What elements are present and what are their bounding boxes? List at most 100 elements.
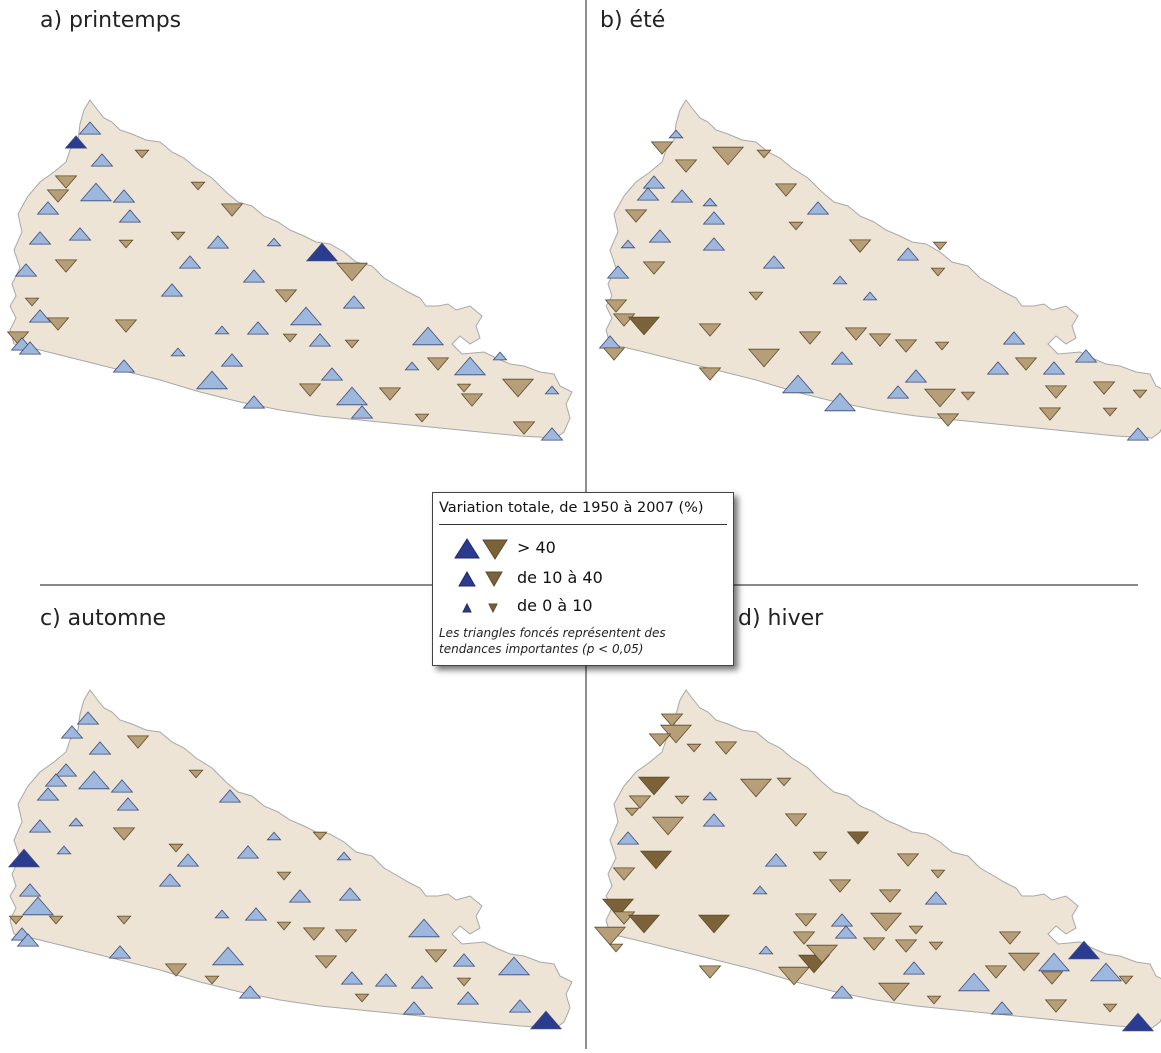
maps <box>6 99 1161 1032</box>
landmass-c <box>9 689 573 1029</box>
decrease-marker <box>1118 975 1134 985</box>
decrease-marker <box>928 941 944 951</box>
decrease-marker <box>788 221 804 231</box>
increase-marker <box>781 374 815 394</box>
increase-marker <box>78 121 102 135</box>
increase-marker <box>18 883 42 897</box>
increase-marker <box>170 347 186 357</box>
increase-marker <box>410 975 434 989</box>
legend-up-triangle-medium <box>458 570 476 587</box>
decrease-marker <box>344 339 360 349</box>
increase-marker <box>636 187 660 201</box>
increase-marker <box>238 985 262 999</box>
increase-marker <box>924 891 948 905</box>
decrease-marker <box>501 378 535 398</box>
increase-marker <box>244 907 268 921</box>
increase-marker <box>77 770 111 790</box>
increase-marker <box>1089 962 1123 982</box>
decrease-marker <box>896 853 920 867</box>
decrease-marker <box>674 795 690 805</box>
decrease-marker <box>314 955 338 969</box>
decrease-marker <box>460 393 484 407</box>
increase-marker <box>620 239 636 249</box>
map-panel-a <box>6 99 573 441</box>
decrease-marker <box>627 316 661 336</box>
legend-symbols-medium <box>458 570 503 588</box>
increase-marker <box>668 129 684 139</box>
increase-marker <box>266 831 282 841</box>
panel-label-hiver: d) hiver <box>738 606 824 631</box>
decrease-marker <box>794 913 818 927</box>
increase-marker <box>242 395 266 409</box>
decrease-marker <box>624 209 648 223</box>
decrease-marker <box>930 869 946 879</box>
decrease-marker <box>926 995 942 1005</box>
decrease-marker <box>170 231 186 241</box>
increase-marker <box>830 351 854 365</box>
decrease-marker <box>204 975 220 985</box>
legend-note: Les triangles foncés représentent des te… <box>439 626 666 656</box>
increase-marker <box>236 845 260 859</box>
decrease-marker <box>877 982 911 1002</box>
decrease-marker <box>698 323 722 337</box>
increase-marker <box>402 1001 426 1015</box>
decrease-marker <box>828 879 852 893</box>
decrease-marker <box>923 388 957 408</box>
decrease-marker <box>639 850 673 870</box>
increase-marker <box>178 255 202 269</box>
decrease-marker <box>298 383 322 397</box>
increase-marker <box>986 361 1010 375</box>
legend-symbols-small <box>462 602 498 614</box>
decrease-marker <box>612 867 636 881</box>
decrease-marker <box>118 239 134 249</box>
legend-down-triangle-large <box>482 539 508 560</box>
decrease-marker <box>593 926 627 946</box>
increase-marker <box>289 306 323 326</box>
decrease-marker <box>934 341 950 351</box>
decrease-marker <box>46 317 70 331</box>
decrease-marker <box>748 291 764 301</box>
decrease-marker <box>792 931 816 945</box>
increase-marker <box>195 370 229 390</box>
legend: Variation totale, de 1950 à 2007 (%) > 4… <box>432 492 734 666</box>
decrease-marker <box>602 347 626 361</box>
decrease-marker <box>302 927 326 941</box>
legend-row-medium: de 10 à 40 <box>433 567 733 591</box>
increase-marker <box>110 779 134 793</box>
decrease-marker <box>650 141 674 155</box>
decrease-marker <box>126 735 150 749</box>
increase-marker <box>340 971 364 985</box>
decrease-marker <box>48 915 64 925</box>
decrease-marker <box>134 149 150 159</box>
decrease-marker <box>1044 999 1068 1013</box>
increase-marker <box>702 197 718 207</box>
increase-marker <box>7 848 41 868</box>
increase-marker <box>79 182 113 202</box>
decrease-marker <box>1102 407 1118 417</box>
decrease-marker <box>776 777 792 787</box>
decrease-marker <box>674 159 698 173</box>
decrease-marker <box>276 871 292 881</box>
decrease-marker <box>747 348 781 368</box>
increase-marker <box>1121 1012 1155 1032</box>
increase-marker <box>832 275 848 285</box>
decrease-marker <box>378 387 402 401</box>
increase-marker <box>702 813 726 827</box>
increase-marker <box>957 972 991 992</box>
increase-marker <box>108 945 132 959</box>
legend-up-triangle-small <box>462 602 472 613</box>
increase-marker <box>214 325 230 335</box>
legend-down-triangle-small <box>488 603 498 614</box>
decrease-marker <box>624 807 640 817</box>
decrease-marker <box>274 289 298 303</box>
increase-marker <box>305 242 339 262</box>
increase-marker <box>752 885 768 895</box>
legend-label-large: > 40 <box>517 538 556 557</box>
decrease-marker <box>784 813 808 827</box>
increase-marker <box>56 845 72 855</box>
increase-marker <box>1002 331 1026 345</box>
increase-marker <box>28 231 52 245</box>
decrease-marker <box>354 993 370 1003</box>
increase-marker <box>116 797 140 811</box>
panel-label-ete: b) été <box>600 8 666 33</box>
